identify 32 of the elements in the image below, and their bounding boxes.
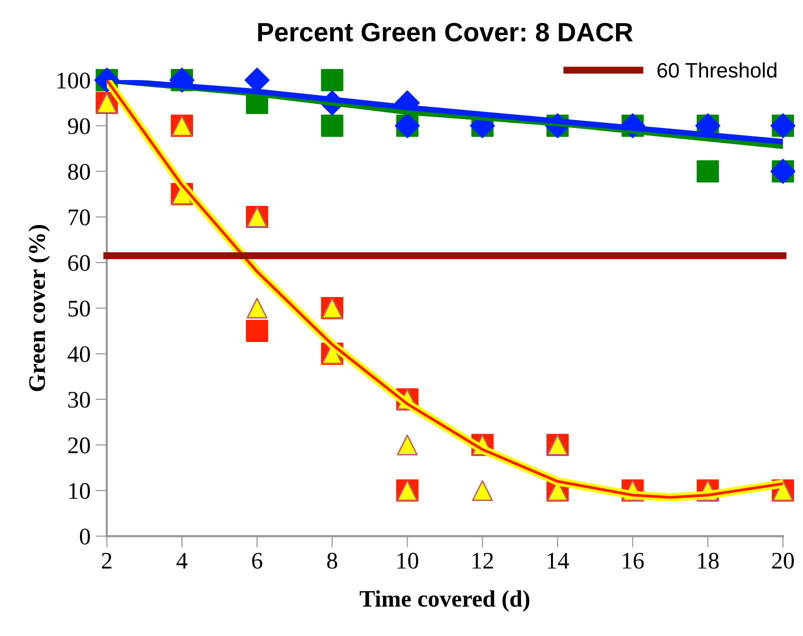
x-tick-label: 18 [698,552,719,569]
point [472,480,493,501]
y-tick-label: 80 [68,164,90,180]
y-axis-title: Green cover (%) [28,225,50,392]
point [696,160,719,182]
point [321,69,344,92]
point [321,114,344,137]
point [246,298,268,319]
y-tick-label: 50 [68,300,90,317]
x-axis-title: Time covered (d) [360,590,530,612]
point [396,434,418,456]
point [246,320,268,342]
chart-title: Percent Green Cover: 8 DACR [258,22,633,42]
x-tick-label: 12 [472,552,493,569]
y-tick-label: 10 [69,483,90,499]
y-tick-label: 60 [68,255,90,271]
y-tick-label: 90 [68,118,90,134]
y-tick-label: 40 [68,346,90,362]
legend-label: 60 Threshold [658,62,776,78]
y-tick-label: 0 [80,528,90,545]
x-tick-label: 6 [252,552,262,569]
x-tick-label: 20 [772,552,794,569]
x-tick-label: 10 [398,552,418,569]
x-tick-label: 2 [102,552,112,569]
y-tick-label: 20 [68,437,90,454]
y-tick-label: 70 [68,209,90,226]
y-tick-label: 100 [57,72,90,89]
x-tick-label: 4 [176,552,188,569]
y-tick-label: 30 [68,392,90,408]
x-tick-label: 14 [548,552,569,569]
x-tick-label: 8 [327,552,338,569]
x-tick-label: 16 [622,552,644,569]
